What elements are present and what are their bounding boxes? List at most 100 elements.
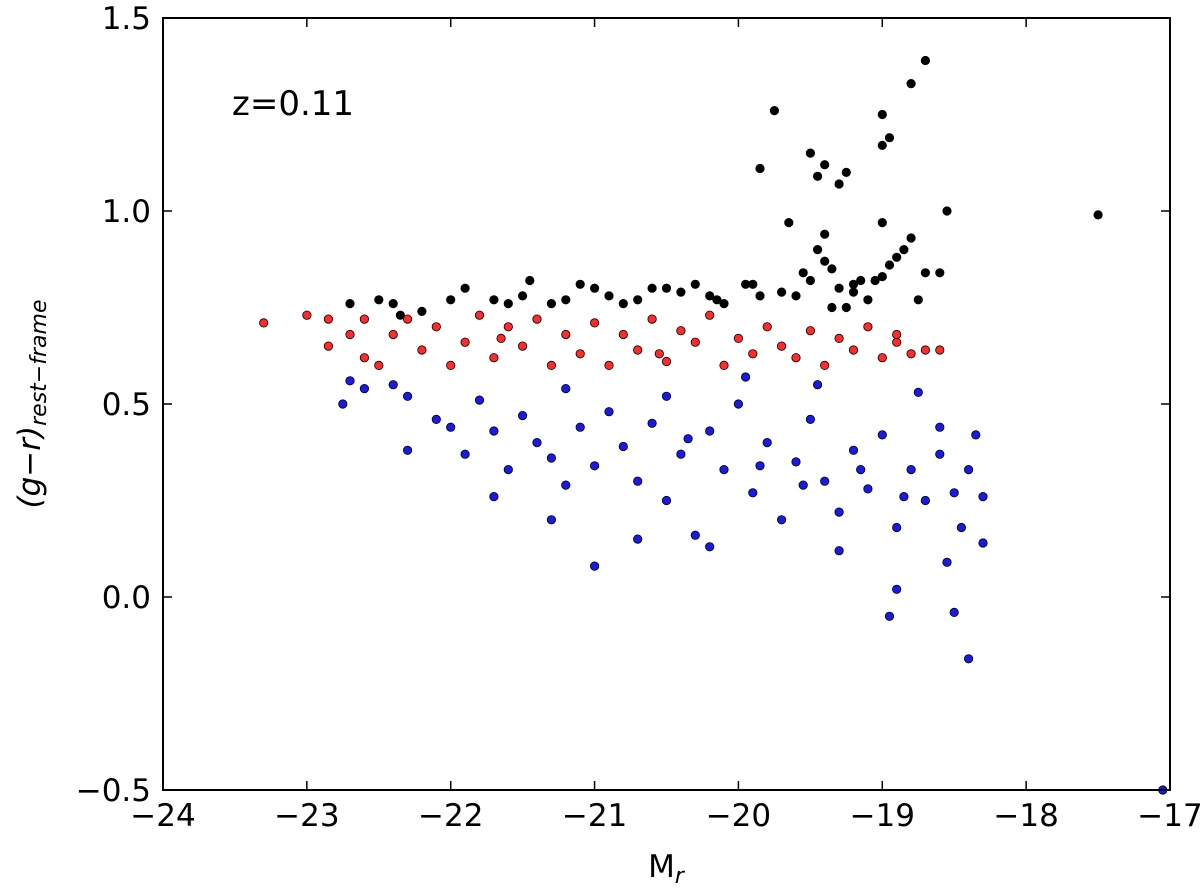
data-point-series1-26 [661,356,672,367]
data-point-series2-68 [755,461,765,471]
data-point-series2-37 [906,464,916,475]
data-point-series0-39 [820,229,830,239]
data-point-series2-18 [633,476,643,486]
data-point-series2-29 [791,457,801,467]
data-point-series0-51 [834,179,844,189]
data-point-series1-14 [489,353,499,363]
data-point-series2-1 [345,376,355,386]
data-point-series0-27 [827,264,837,274]
data-point-series1-0 [259,318,269,328]
data-point-series1-41 [877,353,887,363]
data-point-series0-5 [460,283,470,293]
data-point-series2-2 [359,383,369,394]
data-point-series1-13 [474,310,485,320]
x-tick-label-2: −22 [418,798,483,834]
annotation-redshift: z=0.11 [232,84,354,124]
y-tick-label-1: 0.0 [102,580,151,616]
data-point-series2-9 [503,464,513,475]
data-point-series2-26 [748,488,758,498]
data-point-series0-65 [395,310,405,320]
data-point-series0-12 [604,291,614,301]
data-point-series0-42 [848,287,859,297]
data-point-series0-57 [920,55,931,66]
data-point-series0-41 [834,283,844,293]
data-point-series0-64 [503,298,513,309]
data-point-series0-45 [884,260,895,270]
plot-frame [162,17,1171,791]
data-point-series0-67 [618,298,628,309]
data-point-series1-32 [748,349,758,359]
data-point-series0-0 [345,298,355,309]
data-point-series2-28 [776,515,787,525]
data-point-series0-53 [877,140,887,150]
data-point-series1-19 [561,329,571,340]
data-point-series0-14 [661,283,672,293]
data-point-series2-56 [489,491,499,502]
data-point-series2-49 [892,584,902,594]
data-point-series0-35 [920,268,931,278]
data-point-series2-38 [920,495,931,506]
data-point-series2-44 [978,538,988,548]
data-point-series0-55 [877,109,887,120]
data-point-series2-35 [877,430,887,440]
data-point-series1-34 [776,341,787,351]
data-point-series0-2 [388,298,398,309]
data-point-series1-5 [345,329,355,340]
data-point-series1-42 [892,337,902,347]
data-point-series2-58 [446,422,456,432]
data-point-series1-36 [805,326,816,336]
ticks-layer: −24 −23 −22 −21 −20 −19 −18 −17 −0.5 0.0 0.5 1.0 1.5 [76,1,1200,834]
data-point-series2-67 [899,491,909,502]
data-point-series1-47 [359,353,369,363]
data-point-series2-16 [604,407,614,417]
data-point-series0-62 [647,283,657,293]
data-point-series1-35 [791,353,801,363]
data-point-series0-48 [805,148,816,158]
data-point-series0-18 [719,298,729,309]
data-point-series1-45 [935,345,945,355]
data-point-series0-23 [784,218,794,228]
data-point-series1-12 [460,337,470,347]
data-point-series2-64 [935,422,945,432]
data-point-series2-48 [963,654,974,664]
x-axis-title: Mr [648,849,686,889]
data-point-series2-51 [834,546,844,556]
data-point-series0-32 [892,252,902,262]
data-point-series1-8 [402,314,413,324]
data-point-series0-38 [913,295,923,305]
data-point-series2-46 [942,557,952,567]
y-tick-label-2: 0.5 [102,387,151,423]
data-point-series1-21 [589,318,600,328]
data-point-series0-37 [942,206,952,216]
data-point-series1-30 [719,360,729,370]
data-point-series1-28 [690,337,700,347]
data-point-series0-56 [906,79,916,89]
data-point-series2-21 [676,449,686,459]
data-point-series0-61 [841,302,851,313]
y-tick-label-4: 1.5 [102,1,151,37]
x-tick-label-3: −21 [562,798,627,834]
data-point-series0-46 [755,163,765,174]
data-point-series1-6 [374,360,384,370]
data-point-series2-50 [884,611,895,621]
data-point-series0-34 [906,233,916,243]
data-point-series1-39 [848,345,859,355]
data-point-series1-2 [323,314,333,324]
data-point-series0-20 [755,291,765,301]
data-point-series2-30 [805,414,816,424]
data-point-series0-21 [748,279,758,289]
data-point-series1-29 [705,310,715,320]
x-tick-label-4: −20 [706,798,771,834]
data-point-series2-7 [474,395,485,405]
data-point-series2-61 [740,372,751,382]
data-point-series1-38 [834,333,844,343]
data-point-series1-10 [431,322,441,332]
data-point-series2-42 [971,430,981,440]
data-point-series2-34 [863,484,873,494]
data-point-series2-39 [935,449,945,459]
data-point-series2-62 [812,380,823,390]
data-point-series0-40 [812,245,823,255]
data-point-series0-36 [935,268,945,278]
data-point-series2-20 [661,495,672,506]
